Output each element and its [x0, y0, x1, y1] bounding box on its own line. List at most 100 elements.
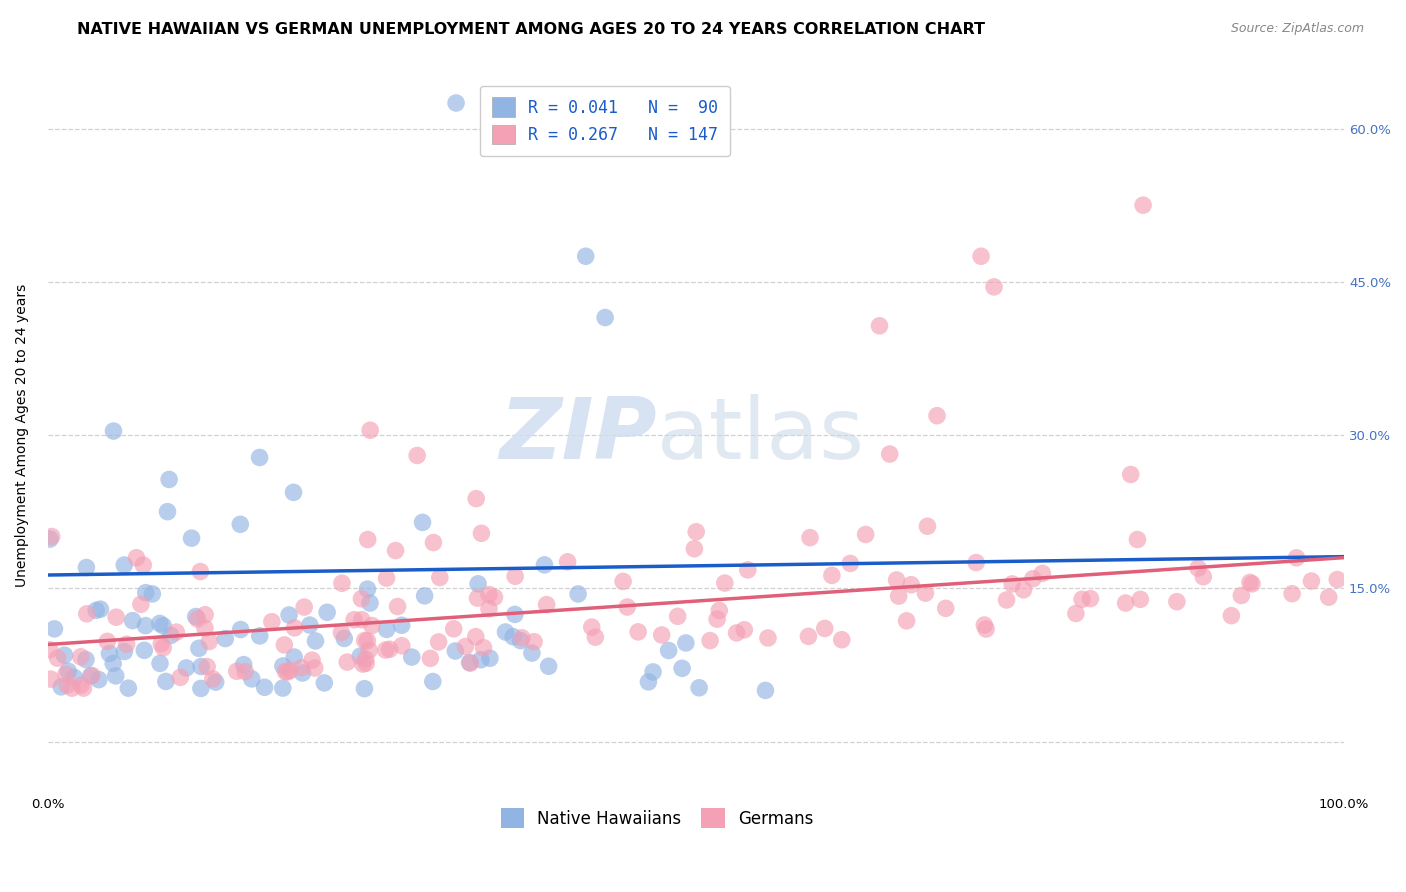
- Point: [627, 624, 650, 639]
- Point: [141, 587, 163, 601]
- Point: [233, 665, 256, 679]
- Point: [359, 423, 381, 437]
- Point: [84, 603, 107, 617]
- Point: [70, 678, 93, 692]
- Point: [152, 619, 174, 633]
- Point: [150, 637, 173, 651]
- Point: [460, 656, 482, 670]
- Point: [970, 249, 993, 263]
- Point: [152, 640, 174, 655]
- Point: [333, 632, 356, 646]
- Point: [260, 615, 283, 629]
- Point: [900, 578, 922, 592]
- Point: [495, 625, 517, 640]
- Point: [55, 667, 77, 681]
- Point: [1220, 608, 1243, 623]
- Point: [391, 639, 413, 653]
- Point: [1129, 592, 1152, 607]
- Point: [464, 630, 486, 644]
- Point: [575, 249, 598, 263]
- Point: [429, 570, 451, 584]
- Point: [925, 409, 948, 423]
- Point: [112, 644, 135, 658]
- Point: [357, 533, 380, 547]
- Point: [472, 640, 495, 655]
- Point: [503, 569, 526, 583]
- Point: [1071, 592, 1094, 607]
- Point: [356, 582, 378, 596]
- Point: [38, 642, 60, 657]
- Text: Source: ZipAtlas.com: Source: ZipAtlas.com: [1230, 22, 1364, 36]
- Point: [89, 602, 111, 616]
- Point: [583, 630, 606, 644]
- Point: [343, 613, 366, 627]
- Point: [714, 576, 737, 591]
- Point: [983, 280, 1005, 294]
- Point: [96, 634, 118, 648]
- Point: [567, 587, 589, 601]
- Point: [273, 638, 295, 652]
- Point: [72, 681, 94, 695]
- Point: [350, 591, 373, 606]
- Point: [422, 674, 444, 689]
- Point: [229, 623, 252, 637]
- Point: [304, 661, 326, 675]
- Point: [336, 655, 359, 669]
- Point: [51, 680, 73, 694]
- Point: [76, 607, 98, 621]
- Point: [187, 641, 209, 656]
- Point: [879, 447, 901, 461]
- Point: [1187, 561, 1209, 575]
- Point: [354, 652, 377, 666]
- Point: [194, 621, 217, 635]
- Point: [1241, 577, 1264, 591]
- Point: [886, 573, 908, 587]
- Point: [503, 607, 526, 622]
- Point: [537, 659, 560, 673]
- Point: [56, 664, 79, 678]
- Point: [965, 556, 987, 570]
- Point: [125, 550, 148, 565]
- Point: [683, 541, 706, 556]
- Point: [1119, 467, 1142, 482]
- Point: [688, 681, 710, 695]
- Point: [502, 630, 524, 644]
- Point: [253, 681, 276, 695]
- Point: [69, 649, 91, 664]
- Point: [60, 681, 83, 695]
- Point: [184, 609, 207, 624]
- Point: [75, 560, 97, 574]
- Point: [79, 669, 101, 683]
- Point: [249, 450, 271, 465]
- Point: [46, 651, 69, 665]
- Point: [284, 621, 307, 635]
- Point: [422, 535, 444, 549]
- Point: [41, 530, 63, 544]
- Point: [756, 631, 779, 645]
- Point: [470, 526, 492, 541]
- Point: [1001, 577, 1024, 591]
- Point: [278, 607, 301, 622]
- Point: [391, 618, 413, 632]
- Point: [637, 674, 659, 689]
- Point: [159, 628, 181, 642]
- Point: [616, 600, 638, 615]
- Point: [387, 599, 409, 614]
- Text: NATIVE HAWAIIAN VS GERMAN UNEMPLOYMENT AMONG AGES 20 TO 24 YEARS CORRELATION CHA: NATIVE HAWAIIAN VS GERMAN UNEMPLOYMENT A…: [77, 22, 986, 37]
- Point: [283, 650, 305, 665]
- Point: [821, 568, 844, 582]
- Point: [484, 591, 506, 605]
- Point: [593, 310, 616, 325]
- Point: [276, 665, 298, 679]
- Point: [557, 555, 579, 569]
- Point: [291, 665, 314, 680]
- Point: [467, 591, 489, 606]
- Point: [134, 643, 156, 657]
- Point: [354, 657, 377, 671]
- Point: [510, 631, 533, 645]
- Point: [914, 586, 936, 600]
- Point: [135, 585, 157, 599]
- Point: [121, 614, 143, 628]
- Point: [356, 633, 378, 648]
- Point: [581, 620, 603, 634]
